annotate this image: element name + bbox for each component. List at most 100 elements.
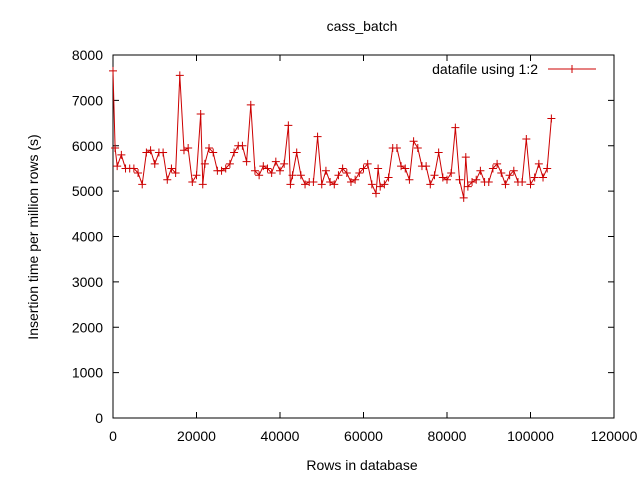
data-point-marker xyxy=(459,193,468,202)
data-point-marker xyxy=(230,148,239,157)
data-point-marker xyxy=(392,144,401,153)
data-point-marker xyxy=(380,180,389,189)
data-point-marker xyxy=(296,171,305,180)
data-point-marker xyxy=(530,173,539,182)
x-tick-label: 100000 xyxy=(507,428,554,444)
data-point-marker xyxy=(434,148,443,157)
y-tick-label: 5000 xyxy=(72,183,103,199)
y-tick-label: 3000 xyxy=(72,274,103,290)
data-point-marker xyxy=(209,148,218,157)
data-point-marker xyxy=(547,114,556,123)
data-point-marker xyxy=(409,137,418,146)
data-point-marker xyxy=(276,166,284,175)
data-point-marker xyxy=(255,171,264,180)
legend: datafile using 1:2 xyxy=(432,61,596,77)
data-point-marker xyxy=(280,159,289,168)
data-point-marker xyxy=(242,157,251,166)
data-point-marker xyxy=(134,168,143,177)
data-point-marker xyxy=(259,162,268,171)
data-point-marker xyxy=(355,168,364,177)
data-point-marker xyxy=(288,171,297,180)
data-point-marker xyxy=(309,178,318,187)
data-point-marker xyxy=(109,66,117,75)
data-point-marker xyxy=(539,173,548,182)
data-point-marker xyxy=(384,173,393,182)
y-tick-label: 0 xyxy=(95,410,103,426)
data-point-marker xyxy=(146,146,155,155)
data-point-marker xyxy=(451,123,460,132)
data-point-marker xyxy=(188,178,197,187)
data-point-marker xyxy=(374,164,383,173)
legend-marker xyxy=(568,65,576,73)
y-tick-label: 1000 xyxy=(72,365,103,381)
chart-title: cass_batch xyxy=(327,18,398,34)
data-point-marker xyxy=(461,153,470,162)
data-point-marker xyxy=(397,162,406,171)
data-point-marker xyxy=(543,164,552,173)
y-tick-label: 7000 xyxy=(72,92,103,108)
data-point-marker xyxy=(330,180,339,189)
x-tick-label: 20000 xyxy=(177,428,216,444)
data-point-marker xyxy=(196,109,205,118)
data-point-marker xyxy=(250,166,259,175)
data-point-marker xyxy=(138,180,147,189)
axes: 0 20000 40000 60000 80000 100000 120000 0 1000 20… xyxy=(72,47,638,444)
data-point-marker xyxy=(221,164,230,173)
data-point-marker xyxy=(472,175,481,184)
data-point-marker xyxy=(505,171,514,180)
x-tick-label: 80000 xyxy=(428,428,467,444)
data-point-marker xyxy=(175,71,184,80)
data-point-marker xyxy=(476,166,485,175)
data-point-marker xyxy=(430,171,439,180)
data-point-marker xyxy=(468,178,477,187)
legend-label: datafile using 1:2 xyxy=(432,61,538,77)
data-point-marker xyxy=(518,178,527,187)
data-point-marker xyxy=(321,166,330,175)
data-point-marker xyxy=(413,144,422,153)
data-point-marker xyxy=(179,146,188,155)
data-point-marker xyxy=(447,168,456,177)
data-point-marker xyxy=(159,148,168,157)
data-point-marker xyxy=(359,164,368,173)
y-axis-label: Insertion time per million rows (s) xyxy=(25,134,41,339)
data-point-marker xyxy=(522,134,531,143)
data-point-marker xyxy=(497,168,506,177)
data-point-marker xyxy=(443,175,451,184)
data-point-marker xyxy=(326,178,335,187)
data-point-marker xyxy=(150,159,159,168)
data-point-marker xyxy=(198,180,207,189)
series-layer xyxy=(109,66,556,202)
data-point-marker xyxy=(372,189,381,198)
data-point-marker xyxy=(117,150,126,159)
data-point-marker xyxy=(267,168,276,177)
data-point-marker xyxy=(205,144,214,153)
data-point-marker xyxy=(113,162,122,171)
data-point-marker xyxy=(317,180,326,189)
data-point-marker xyxy=(346,178,355,187)
data-point-marker xyxy=(367,180,376,189)
data-point-marker xyxy=(200,159,209,168)
y-tick-label: 6000 xyxy=(72,138,103,154)
data-point-marker xyxy=(426,180,435,189)
data-point-marker xyxy=(129,164,138,173)
data-point-marker xyxy=(438,173,447,182)
data-point-marker xyxy=(301,180,310,189)
data-point-marker xyxy=(225,159,234,168)
data-point-marker xyxy=(534,159,543,168)
data-point-marker xyxy=(313,132,322,141)
data-point-marker xyxy=(238,141,247,150)
data-point-marker xyxy=(263,164,272,173)
data-point-marker xyxy=(493,159,502,168)
data-point-marker xyxy=(488,164,497,173)
y-tick-label: 8000 xyxy=(72,47,103,63)
data-point-marker xyxy=(142,148,151,157)
data-point-marker xyxy=(111,144,120,153)
data-point-marker xyxy=(422,162,431,171)
data-point-marker xyxy=(271,157,280,166)
data-point-marker xyxy=(163,175,172,184)
data-point-marker xyxy=(455,175,464,184)
data-point-marker xyxy=(167,164,176,173)
data-point-marker xyxy=(501,180,510,189)
